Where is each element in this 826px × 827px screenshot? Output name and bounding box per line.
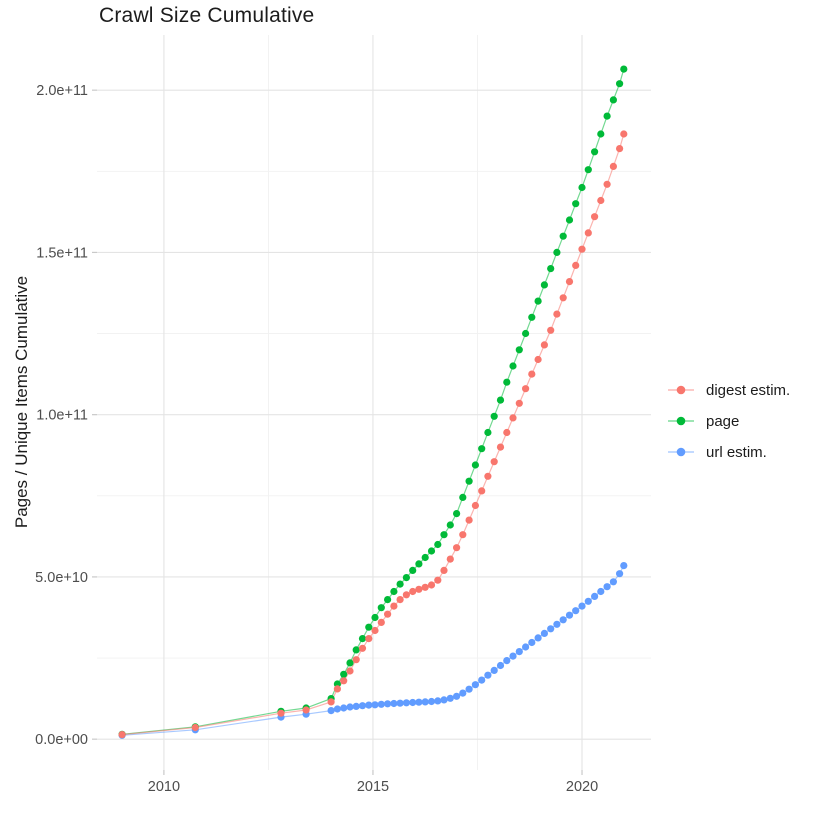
legend-key-icon — [668, 416, 694, 426]
series-line-page — [122, 68, 625, 735]
x-tick-label: 2020 — [566, 779, 598, 795]
y-tick-labels: 0.0e+00 5.0e+10 1.0e+11 1.5e+11 2.0e+11 — [35, 83, 88, 748]
y-tick-label: 0.0e+00 — [35, 732, 88, 748]
x-tick-label: 2010 — [148, 779, 180, 795]
x-tick-labels: 2010 2015 2020 — [148, 779, 598, 795]
legend: digest estim. page url estim. — [666, 379, 790, 463]
x-tick-label: 2015 — [357, 779, 389, 795]
series-line-digest-estim- — [122, 133, 625, 736]
grid-major — [97, 35, 651, 770]
legend-key-icon — [668, 447, 694, 457]
legend-item-page: page — [666, 410, 790, 432]
legend-label: url estim. — [706, 443, 767, 461]
legend-item-digest-estim-: digest estim. — [666, 379, 790, 401]
series-points-page — [118, 65, 628, 738]
grid-minor — [97, 35, 651, 770]
series-points-url-estim- — [118, 562, 628, 739]
legend-label: digest estim. — [706, 381, 791, 399]
y-tick-label: 5.0e+10 — [35, 570, 88, 586]
y-tick-label: 1.5e+11 — [36, 245, 88, 261]
axis-tick-marks — [92, 89, 583, 775]
chart-title: Crawl Size Cumulative — [99, 4, 315, 27]
y-tick-label: 2.0e+11 — [36, 83, 88, 99]
y-tick-label: 1.0e+11 — [36, 408, 88, 424]
series-points-digest-estim- — [118, 130, 628, 739]
legend-key-icon — [668, 385, 694, 395]
legend-item-url-estim-: url estim. — [666, 441, 790, 463]
legend-label: page — [706, 412, 740, 430]
